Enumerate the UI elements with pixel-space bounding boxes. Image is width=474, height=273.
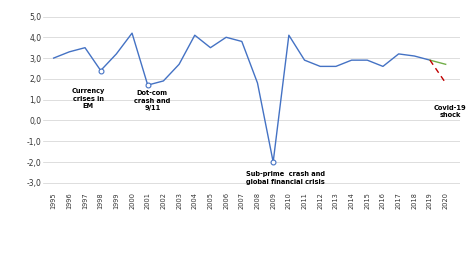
Text: Sub-prime  crash and
global financial crisis: Sub-prime crash and global financial cri… [246,171,325,185]
Text: Dot-com
crash and
9/11: Dot-com crash and 9/11 [134,90,171,111]
Text: Covid-19
shock: Covid-19 shock [434,105,467,118]
Text: Currency
crises in
EM: Currency crises in EM [72,88,105,109]
